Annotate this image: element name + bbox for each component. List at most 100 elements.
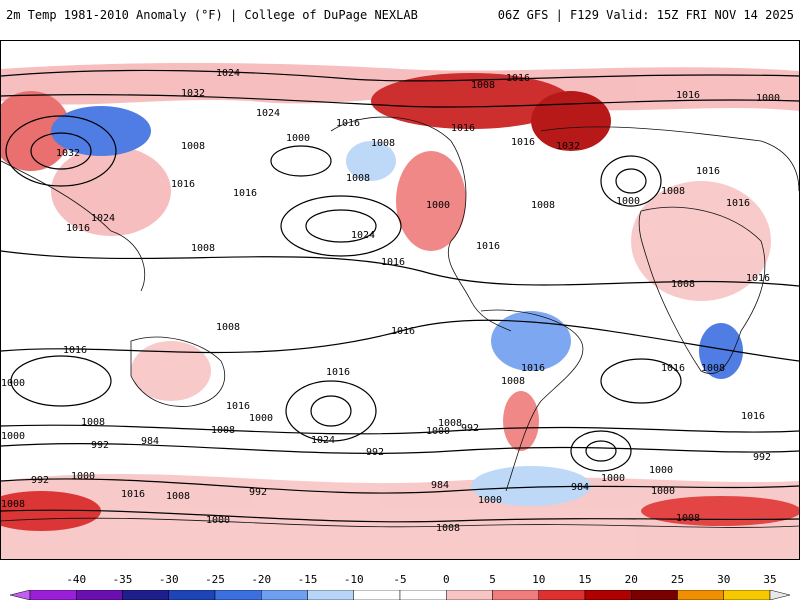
- isobar-label: 1008: [676, 513, 700, 524]
- asia-coast: [1, 160, 146, 292]
- low-southern-ocean-inner: [585, 440, 617, 462]
- south-america-coast: [480, 309, 584, 492]
- warm-anomaly-asia: [51, 146, 171, 236]
- warm-anomaly-antarctic-west: [1, 491, 101, 531]
- isobar-label: 1016: [676, 90, 700, 101]
- isobar-label: 1008: [191, 243, 215, 254]
- high-indian: [10, 355, 112, 407]
- colorbar: [10, 590, 790, 600]
- colorbar-segment: [29, 590, 77, 600]
- isobar-label: 1016: [121, 489, 145, 500]
- isobar-label: 1024: [216, 68, 240, 79]
- colorbar-tick-label: 15: [578, 573, 592, 586]
- colorbar-tick-label: 10: [532, 573, 546, 586]
- cold-anomaly-south-america: [491, 311, 571, 371]
- warm-anomaly-argentina: [503, 391, 539, 451]
- colorbar-tick-label: 30: [717, 573, 731, 586]
- colorbar-labels: -40-35-30-25-20-15-10-50510152025303540: [0, 573, 800, 587]
- colorbar-segment: [261, 590, 308, 600]
- cold-anomaly-alaska: [346, 141, 396, 181]
- colorbar-segment: [769, 590, 790, 600]
- isobar-label: 992: [366, 447, 384, 458]
- isobar-label: 1000: [649, 465, 673, 476]
- isobar-label: 1000: [71, 471, 95, 482]
- isobar-1024-north: [1, 69, 799, 82]
- isobar-label: 1016: [746, 273, 770, 284]
- low-southern-ocean: [570, 430, 632, 472]
- isobar-label: 1016: [171, 179, 195, 190]
- isobar-992-south: [1, 442, 799, 455]
- isobar-label: 984: [431, 480, 449, 491]
- isobar-label: 1000: [426, 200, 450, 211]
- warm-anomaly-north-america: [396, 151, 466, 251]
- colorbar-tick-label: 5: [489, 573, 496, 586]
- isobar-label: 1016: [661, 363, 685, 374]
- warm-anomaly-africa: [631, 181, 771, 301]
- isobar-label: 1000: [249, 413, 273, 424]
- isobar-label: 1008: [216, 322, 240, 333]
- isobar-label: 1024: [311, 435, 335, 446]
- isobar-1016-south: [1, 319, 799, 362]
- colorbar-segment: [76, 590, 123, 600]
- isobar-label: 1016: [326, 367, 350, 378]
- isobar-label: 1000: [616, 196, 640, 207]
- isobar-label: 1008: [701, 363, 725, 374]
- isobar-label: 1016: [506, 73, 530, 84]
- isobar-label: 992: [31, 475, 49, 486]
- warm-anomaly-siberia: [1, 91, 71, 171]
- isobar-label: 1016: [476, 241, 500, 252]
- isobar-label: 992: [753, 452, 771, 463]
- colorbar-segment: [584, 590, 632, 600]
- high-south-atlantic: [600, 358, 682, 404]
- colorbar-tick-label: -40: [66, 573, 87, 586]
- map-canvas: 1024 1032 1016 1024 1000 1008 1016 1008 …: [1, 63, 799, 559]
- model-run-info: 06Z GFS | F129 Valid: 15Z FRI NOV 14 202…: [497, 8, 794, 22]
- colorbar-segment: [631, 590, 678, 600]
- high-siberia-inner: [30, 132, 92, 170]
- isobar-label: 1008: [181, 141, 205, 152]
- colorbar-segment: [10, 590, 31, 600]
- low-aleutian: [270, 145, 332, 177]
- weather-map[interactable]: 1024 1032 1016 1024 1000 1008 1016 1008 …: [0, 40, 800, 560]
- isobar-label: 1008: [501, 376, 525, 387]
- isobar-1016-north: [1, 94, 799, 108]
- isobar-label: 1016: [391, 326, 415, 337]
- isobar-label: 1000: [651, 486, 675, 497]
- anomaly-shading: [1, 63, 799, 559]
- colorbar-tick-label: 25: [670, 573, 685, 586]
- north-america-coast: [330, 116, 512, 332]
- isobar-label: 1000: [426, 426, 450, 437]
- colorbar-tick-label: -25: [205, 573, 225, 586]
- colorbar-segment: [399, 590, 447, 600]
- antarctica-coast: [1, 517, 799, 528]
- colorbar-segment: [446, 590, 493, 600]
- isobars: [1, 69, 799, 523]
- isobar-label: 1008: [471, 80, 495, 91]
- isobar-label: 1016: [66, 223, 90, 234]
- isobar-label: 1008: [81, 417, 105, 428]
- isobar-label: 1008: [1, 499, 25, 510]
- eurasia-coast: [540, 126, 799, 192]
- isobar-label: 1000: [1, 378, 25, 389]
- colorbar-segment: [168, 590, 216, 600]
- isobar-label: 992: [91, 440, 109, 451]
- high-pacific: [280, 195, 402, 257]
- isobar-1000-south: [1, 424, 799, 435]
- map-title: 2m Temp 1981-2010 Anomaly (°F) | College…: [6, 8, 418, 22]
- isobar-label: 1016: [521, 363, 545, 374]
- colorbar-tick-label: -30: [158, 573, 179, 586]
- colorbar-tick-label: 35: [763, 573, 777, 586]
- warm-anomaly-australia: [131, 341, 211, 401]
- high-siberia: [5, 115, 117, 187]
- coastlines: [1, 116, 799, 528]
- isobar-label: 1008: [671, 279, 695, 290]
- low-atlantic: [600, 155, 662, 207]
- isobar-label: 1016: [336, 118, 360, 129]
- colorbar-segment: [492, 590, 539, 600]
- colorbar-segment: [677, 590, 724, 600]
- isobar-label: 1000: [206, 515, 230, 526]
- isobar-label-layer: 1024 1032 1016 1024 1000 1008 1016 1008 …: [1, 68, 780, 534]
- colorbar-tick-label: -20: [251, 573, 272, 586]
- low-atlantic-inner: [615, 168, 647, 194]
- isobar-label: 1008: [438, 418, 462, 429]
